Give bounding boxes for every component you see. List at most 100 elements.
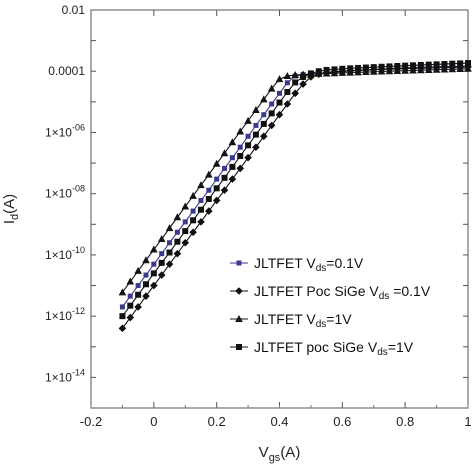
data-point (425, 61, 432, 68)
data-point (126, 277, 135, 285)
data-point (277, 90, 282, 96)
y-tick-label: 1×10-10 (45, 245, 85, 262)
data-point (331, 66, 338, 73)
data-point (229, 155, 235, 161)
data-point (167, 240, 173, 246)
data-point (284, 88, 291, 95)
data-point (214, 176, 220, 182)
data-point (244, 153, 252, 162)
data-point (173, 249, 182, 258)
data-point (150, 245, 158, 253)
data-point (182, 228, 189, 235)
data-point (259, 132, 268, 141)
data-point (229, 163, 236, 170)
data-point (315, 68, 322, 75)
data-point (275, 75, 284, 83)
series-0 (119, 63, 471, 310)
data-point (448, 65, 457, 73)
data-point (150, 281, 158, 290)
legend-label: JLTFET Vds=1V (254, 311, 352, 330)
legend-label: JLTFET poc SiGe Vds=1V (254, 339, 414, 358)
y-tick-label: 1×10-08 (45, 184, 85, 201)
data-point (449, 60, 456, 67)
data-point (291, 89, 300, 98)
data-point (213, 185, 220, 192)
data-point (143, 272, 149, 278)
data-point (166, 249, 173, 256)
data-point (205, 196, 212, 203)
data-point (237, 153, 244, 160)
data-point (441, 61, 448, 68)
data-point (457, 60, 464, 67)
data-point (159, 251, 165, 257)
legend-marker (235, 315, 243, 322)
data-point (212, 196, 221, 205)
data-point (347, 65, 354, 72)
y-tick-label: 1×10-12 (45, 306, 85, 323)
data-point (261, 112, 267, 118)
y-tick-label: 0.01 (62, 3, 86, 17)
data-point (205, 170, 213, 178)
data-point (307, 70, 314, 77)
data-point (142, 292, 150, 300)
legend-label: JLTFET Vds=0.1V (254, 255, 364, 274)
data-point (165, 224, 174, 232)
data-point (385, 67, 394, 75)
data-point (355, 64, 362, 71)
data-point (283, 71, 292, 79)
data-point (253, 122, 259, 128)
data-point (118, 324, 127, 333)
series-3 (119, 60, 471, 320)
data-point (393, 66, 402, 74)
legend-item-2: JLTFET Vds=1V (230, 311, 352, 330)
data-point (228, 175, 237, 183)
data-point (394, 63, 401, 70)
data-point (410, 62, 417, 69)
data-point (119, 313, 126, 320)
legend-marker (235, 287, 243, 295)
data-point (323, 66, 330, 73)
data-point (134, 303, 142, 311)
data-point (142, 256, 150, 264)
y-axis-title: Id(A) (1, 194, 21, 224)
data-point (237, 144, 243, 150)
data-point (338, 68, 347, 76)
data-point (362, 68, 370, 76)
data-point (197, 218, 205, 226)
x-tick-label: -0.2 (80, 414, 102, 429)
data-point (126, 313, 135, 322)
x-tick-label: 1 (464, 414, 471, 429)
series-line (121, 62, 469, 317)
data-point (182, 219, 188, 225)
legend-item-1: JLTFET Poc SiGe Vds =0.1V (230, 283, 431, 302)
data-point (299, 80, 307, 88)
data-point (135, 283, 141, 289)
data-point (157, 235, 166, 243)
data-point (127, 302, 134, 309)
data-point (330, 69, 339, 77)
data-point (181, 202, 190, 210)
data-point (206, 187, 212, 193)
data-point (189, 228, 197, 237)
y-tick-label: 0.0001 (48, 64, 85, 78)
data-point (417, 66, 425, 74)
data-point (354, 68, 362, 76)
data-point (377, 67, 386, 75)
legend-item-3: JLTFET poc SiGe Vds=1V (230, 339, 414, 358)
x-tick-label: 0 (150, 414, 157, 429)
data-point (275, 110, 284, 119)
series-2 (118, 64, 472, 296)
data-point (370, 64, 377, 71)
data-point (386, 63, 393, 70)
data-point (190, 217, 197, 224)
data-point (197, 181, 205, 189)
data-point (222, 165, 228, 171)
series-layer (118, 60, 472, 333)
data-point (267, 121, 276, 130)
legend-marker (236, 344, 242, 350)
data-point (401, 66, 409, 74)
data-point (292, 79, 299, 86)
data-point (228, 138, 237, 146)
data-point (151, 261, 157, 267)
data-point (291, 71, 300, 79)
